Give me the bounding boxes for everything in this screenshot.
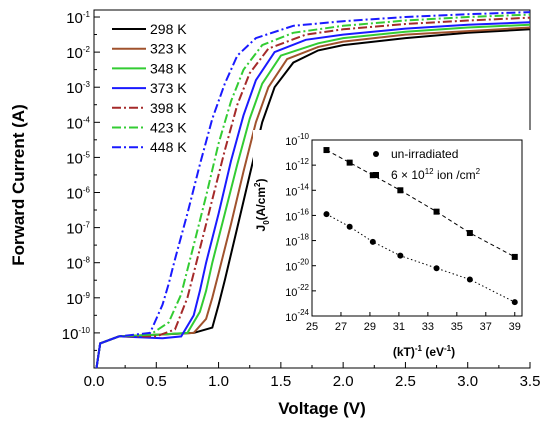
inset-point-circle <box>466 276 473 283</box>
inset-y-tick-label: 10-14 <box>285 182 309 198</box>
main-y-axis-title: Forward Current (A) <box>9 104 28 266</box>
main-y-tick-label: 10-10 <box>62 326 91 343</box>
inset-y-tick-label: 10-20 <box>285 258 309 274</box>
main-x-tick-label: 1.0 <box>208 373 229 390</box>
main-legend-label: 448 K <box>150 139 187 155</box>
inset-x-tick-label: 39 <box>509 321 521 333</box>
inset-point-square <box>323 147 330 154</box>
inset-point-circle <box>323 211 330 218</box>
inset-x-axis: 25 27 29 31 33 35 37 39 <box>306 312 521 333</box>
main-x-tick-label: 3.5 <box>520 373 541 390</box>
main-y-tick-label: 10-1 <box>66 10 90 27</box>
inset-y-tick-label: 10-18 <box>285 233 309 249</box>
main-y-tick-label: 10-8 <box>66 256 90 273</box>
inset-point-circle <box>397 252 404 259</box>
main-x-tick-label: 0.0 <box>84 373 105 390</box>
main-y-tick-label: 10-4 <box>66 115 90 132</box>
inset-y-axis: 10-10 10-12 10-14 10-16 10-18 10-20 10-22 10-24 <box>285 132 316 324</box>
main-x-tick-label: 2.0 <box>333 373 354 390</box>
main-chart: 0.0 0.5 1.0 1.5 2.0 2.5 3.0 3.5 10-1010-910-810… <box>9 9 541 418</box>
inset-point-square <box>511 253 518 260</box>
inset-legend-label: 6 × 1012 ion /cm2 <box>391 167 481 182</box>
main-series-line <box>95 21 531 369</box>
inset-y-axis-title: J0(A/cm2) <box>253 179 271 232</box>
inset-y-tick-label: 10-24 <box>285 308 309 324</box>
main-x-tick-label: 0.5 <box>146 373 167 390</box>
main-legend-label: 398 K <box>150 100 187 116</box>
main-legend-label: 423 K <box>150 120 187 136</box>
inset-point-circle <box>511 299 518 306</box>
main-y-tick-label: 10-5 <box>66 150 90 167</box>
main-legend-label: 348 K <box>150 60 187 76</box>
inset-legend: un-irradiated 6 × 1012 ion /cm2 <box>373 147 481 182</box>
inset-x-tick-label: 25 <box>306 321 318 333</box>
inset-point-circle <box>346 223 353 230</box>
main-legend-label: 373 K <box>150 80 187 96</box>
main-x-axis: 0.0 0.5 1.0 1.5 2.0 2.5 3.0 3.5 <box>84 362 541 390</box>
inset-chart: 25 27 29 31 33 35 37 39 10-1010-1210-1410-1610-… <box>253 130 533 362</box>
inset-y-tick-label: 10-10 <box>285 132 309 148</box>
main-x-tick-label: 2.5 <box>395 373 416 390</box>
main-legend-label: 298 K <box>150 21 187 37</box>
main-y-axis: 10-10 10-9 10-8 10-7 10-6 10-5 10-4 10-3 10-2 10-… <box>62 10 100 351</box>
inset-plot-frame <box>311 139 523 317</box>
main-x-tick-label: 1.5 <box>270 373 291 390</box>
main-y-tick-label: 10-7 <box>66 221 90 238</box>
inset-x-axis-title: (kT)-1 (eV-1) <box>393 344 455 359</box>
inset-point-circle <box>369 238 376 245</box>
inset-point-square <box>346 159 353 166</box>
main-y-tick-label: 10-9 <box>66 291 90 308</box>
inset-x-tick-label: 35 <box>451 321 463 333</box>
inset-point-square <box>397 187 404 194</box>
main-legend-label: 323 K <box>150 41 187 57</box>
inset-x-tick-label: 33 <box>422 321 434 333</box>
inset-series <box>323 147 518 306</box>
inset-legend-marker <box>373 151 379 157</box>
inset-point-square <box>369 172 376 179</box>
main-y-tick-label: 10-6 <box>66 186 90 203</box>
main-series-lines <box>95 11 531 369</box>
inset-y-tick-label: 10-22 <box>285 283 309 299</box>
main-y-tick-label: 10-2 <box>66 45 90 62</box>
inset-point-square <box>433 208 440 215</box>
inset-background <box>253 130 533 362</box>
main-series-line <box>95 16 531 369</box>
main-series-line <box>95 11 531 369</box>
inset-x-tick-label: 31 <box>393 321 405 333</box>
inset-x-tick-label: 27 <box>335 321 347 333</box>
main-x-axis-title: Voltage (V) <box>278 399 366 418</box>
inset-y-tick-label: 10-12 <box>285 157 309 173</box>
inset-legend-marker <box>373 172 379 178</box>
inset-point-square <box>466 230 473 237</box>
inset-y-tick-label: 10-16 <box>285 207 309 223</box>
inset-point-circle <box>433 265 440 272</box>
main-y-tick-label: 10-3 <box>66 80 90 97</box>
inset-x-tick-label: 29 <box>364 321 376 333</box>
inset-legend-label: un-irradiated <box>391 147 458 161</box>
main-series-line <box>95 13 531 369</box>
inset-x-tick-label: 37 <box>480 321 492 333</box>
main-legend: 298 K 323 K 348 K 373 K 398 K 423 K 448 K <box>112 21 187 155</box>
main-x-tick-label: 3.0 <box>457 373 478 390</box>
